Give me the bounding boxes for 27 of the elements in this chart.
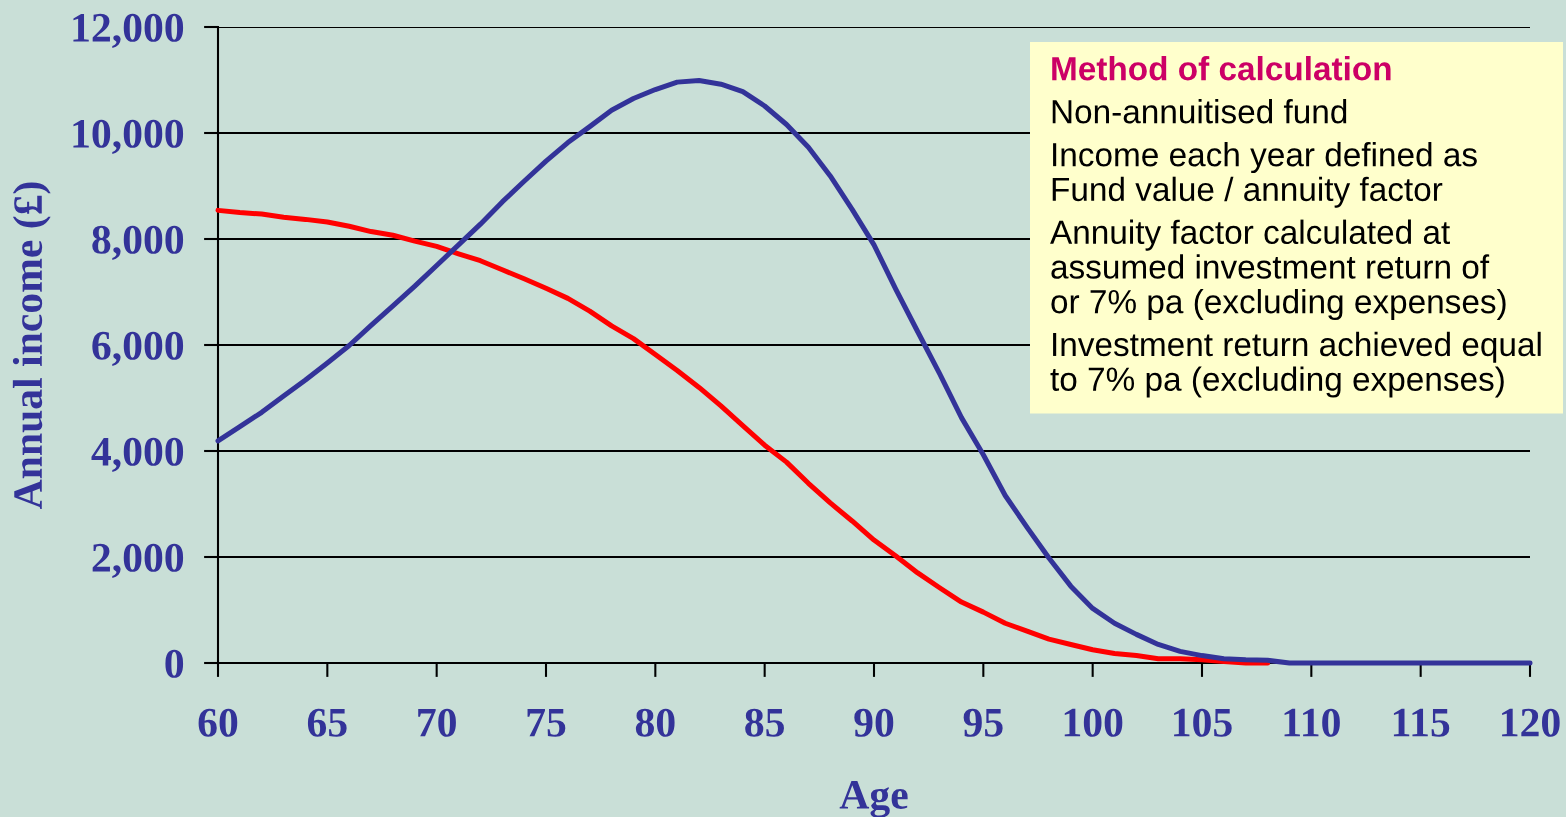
x-tick-label: 60 (198, 708, 238, 737)
x-tick-label: 65 (307, 708, 347, 737)
x-tick-label: 90 (854, 708, 894, 737)
x-tick-label: 115 (1393, 708, 1450, 737)
annotation: Annuity factor calculated at assumed investment return of or 7% pa (excluding expenses) (1050, 219, 1506, 321)
x-tick-label: 110 (1284, 708, 1340, 737)
y-tick-label: 10,000 (73, 119, 184, 154)
y-axis-title: Annual income (£) (12, 182, 51, 509)
y-tick-label: 12,000 (73, 13, 184, 48)
x-tick-label: 80 (635, 708, 675, 737)
annotation: Income each year defined as Fund value / annuity factor (1052, 142, 1477, 208)
x-tick-label: 85 (745, 708, 784, 737)
y-tick-label: 2,000 (92, 543, 184, 578)
annotation: Non-annuitised fund (1052, 99, 1347, 124)
y-tick-label: 6,000 (92, 331, 184, 366)
y-tick-label: 4,000 (91, 437, 184, 472)
x-tick-label: 75 (527, 709, 566, 737)
x-tick-label: 120 (1502, 708, 1560, 737)
y-tick-label: 8,000 (92, 225, 184, 260)
y-tick-label: 0 (165, 649, 184, 678)
annotation: Investment return achieved equal to 7% pa (excluding expenses) (1050, 331, 1541, 398)
x-tick-label: 95 (963, 708, 1003, 737)
annotation: Method of calculation (1052, 56, 1391, 81)
x-tick-label: 100 (1064, 708, 1123, 737)
x-tick-label: 70 (418, 708, 456, 737)
x-axis-title: Age (839, 781, 908, 817)
x-tick-label: 105 (1174, 708, 1232, 737)
